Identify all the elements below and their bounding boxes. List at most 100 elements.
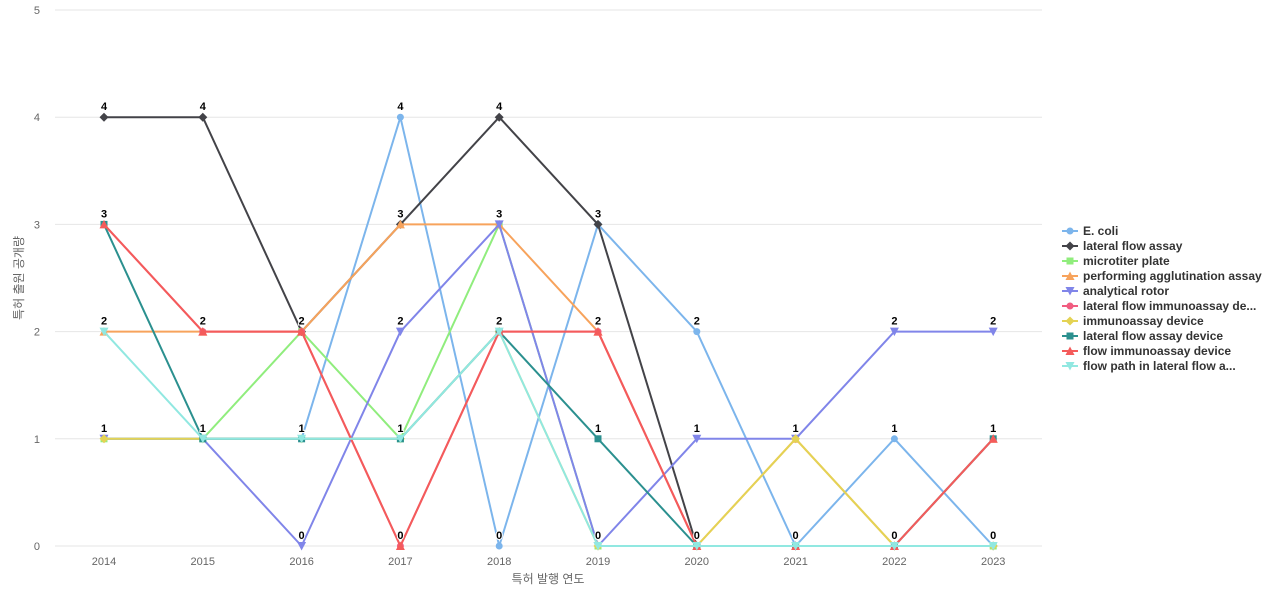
data-label: 0 xyxy=(496,530,502,542)
legend-label: analytical rotor xyxy=(1083,284,1169,298)
legend-marker xyxy=(1065,271,1075,280)
data-label: 0 xyxy=(990,530,996,542)
data-label: 1 xyxy=(793,423,799,435)
y-tick-label: 0 xyxy=(34,541,40,553)
data-point xyxy=(988,434,998,443)
data-point xyxy=(198,434,208,444)
x-tick-label: 2018 xyxy=(487,556,511,568)
legend-marker xyxy=(1065,362,1075,371)
data-label: 1 xyxy=(101,423,107,435)
legend-item[interactable]: E. coli xyxy=(1062,224,1118,238)
data-point xyxy=(395,434,405,444)
data-point xyxy=(494,112,504,122)
legend-item[interactable]: lateral flow assay xyxy=(1062,239,1183,253)
series xyxy=(99,327,998,551)
data-label: 1 xyxy=(990,423,996,435)
data-label: 3 xyxy=(496,208,502,220)
x-tick-label: 2017 xyxy=(388,556,412,568)
legend-item[interactable]: immunoassay device xyxy=(1062,314,1204,328)
data-point xyxy=(593,327,603,336)
data-point xyxy=(791,542,801,551)
legend-label: lateral flow immunoassay de... xyxy=(1083,299,1256,313)
legend-label: lateral flow assay device xyxy=(1083,329,1223,343)
data-label: 3 xyxy=(397,208,403,220)
legend-label: microtiter plate xyxy=(1083,254,1170,268)
data-point xyxy=(889,542,899,551)
x-tick-label: 2015 xyxy=(191,556,215,568)
data-label: 1 xyxy=(595,423,601,435)
series-layer xyxy=(99,112,998,551)
data-point xyxy=(99,327,109,337)
data-label: 1 xyxy=(200,423,206,435)
data-point xyxy=(395,327,405,337)
data-point xyxy=(593,219,603,229)
data-label: 1 xyxy=(299,423,305,435)
data-label: 2 xyxy=(496,316,502,328)
series-line xyxy=(103,223,995,547)
data-point xyxy=(396,113,404,121)
legend-item[interactable]: microtiter plate xyxy=(1062,254,1170,268)
series-line xyxy=(103,330,995,547)
data-point xyxy=(692,434,702,444)
data-point xyxy=(692,542,702,551)
data-label: 3 xyxy=(595,208,601,220)
data-label: 4 xyxy=(200,101,207,113)
data-point xyxy=(198,112,208,122)
legend-item[interactable]: lateral flow immunoassay de... xyxy=(1062,299,1256,313)
data-point xyxy=(99,112,109,122)
y-tick-label: 3 xyxy=(34,219,40,231)
data-point xyxy=(693,328,701,336)
legend-marker xyxy=(1066,332,1074,340)
x-axis: 2014 2015 2016 2017 2018 2019 2020 2021 2022 2023 xyxy=(92,556,1006,568)
legend-item[interactable]: flow path in lateral flow a... xyxy=(1062,359,1236,373)
x-axis-title: 특허 발행 연도 xyxy=(512,571,585,586)
legend-label: lateral flow assay xyxy=(1083,239,1183,253)
data-label: 4 xyxy=(397,101,404,113)
legend-item[interactable]: lateral flow assay device xyxy=(1062,329,1223,343)
data-labels: 4 3 2 1 4 2 1 2 1 0 4 3 2 1 0 4 3 2 0 3 2 1 0 2 1 0 1 0 2 1 0 2 1 0 xyxy=(100,100,997,543)
data-label: 0 xyxy=(793,530,799,542)
legend-label: flow immunoassay device xyxy=(1083,344,1231,358)
data-label: 2 xyxy=(299,316,305,328)
data-label: 0 xyxy=(694,530,700,542)
data-label: 2 xyxy=(397,316,403,328)
x-tick-label: 2014 xyxy=(92,556,116,568)
data-label: 3 xyxy=(101,208,107,220)
data-point xyxy=(297,327,307,336)
data-point xyxy=(988,542,998,551)
data-label: 4 xyxy=(496,101,503,113)
data-point xyxy=(297,542,307,551)
series xyxy=(100,220,997,550)
legend-item[interactable]: flow immunoassay device xyxy=(1062,344,1231,358)
legend-marker xyxy=(1065,346,1075,355)
x-tick-label: 2020 xyxy=(685,556,709,568)
x-tick-label: 2021 xyxy=(783,556,807,568)
data-point xyxy=(988,327,998,337)
data-point xyxy=(791,434,801,444)
data-label: 2 xyxy=(595,316,601,328)
data-point xyxy=(395,219,405,229)
legend-item[interactable]: analytical rotor xyxy=(1062,284,1169,298)
data-label: 2 xyxy=(891,316,897,328)
data-label: 0 xyxy=(299,530,305,542)
legend-marker xyxy=(1065,287,1075,296)
legend-marker xyxy=(1066,257,1074,265)
data-label: 2 xyxy=(990,316,996,328)
data-label: 2 xyxy=(694,316,700,328)
data-label: 0 xyxy=(397,530,403,542)
legend-label: immunoassay device xyxy=(1083,314,1204,328)
y-axis: 0 1 2 3 4 5 xyxy=(34,5,40,553)
data-label: 1 xyxy=(891,423,897,435)
data-point xyxy=(99,434,109,444)
legend-label: E. coli xyxy=(1083,224,1118,238)
y-tick-label: 4 xyxy=(34,112,40,124)
legend-item[interactable]: performing agglutination assay xyxy=(1062,269,1262,283)
data-point xyxy=(890,435,898,443)
data-point xyxy=(395,541,405,550)
data-label: 1 xyxy=(694,423,700,435)
y-tick-label: 2 xyxy=(34,327,40,339)
data-point xyxy=(495,542,503,550)
